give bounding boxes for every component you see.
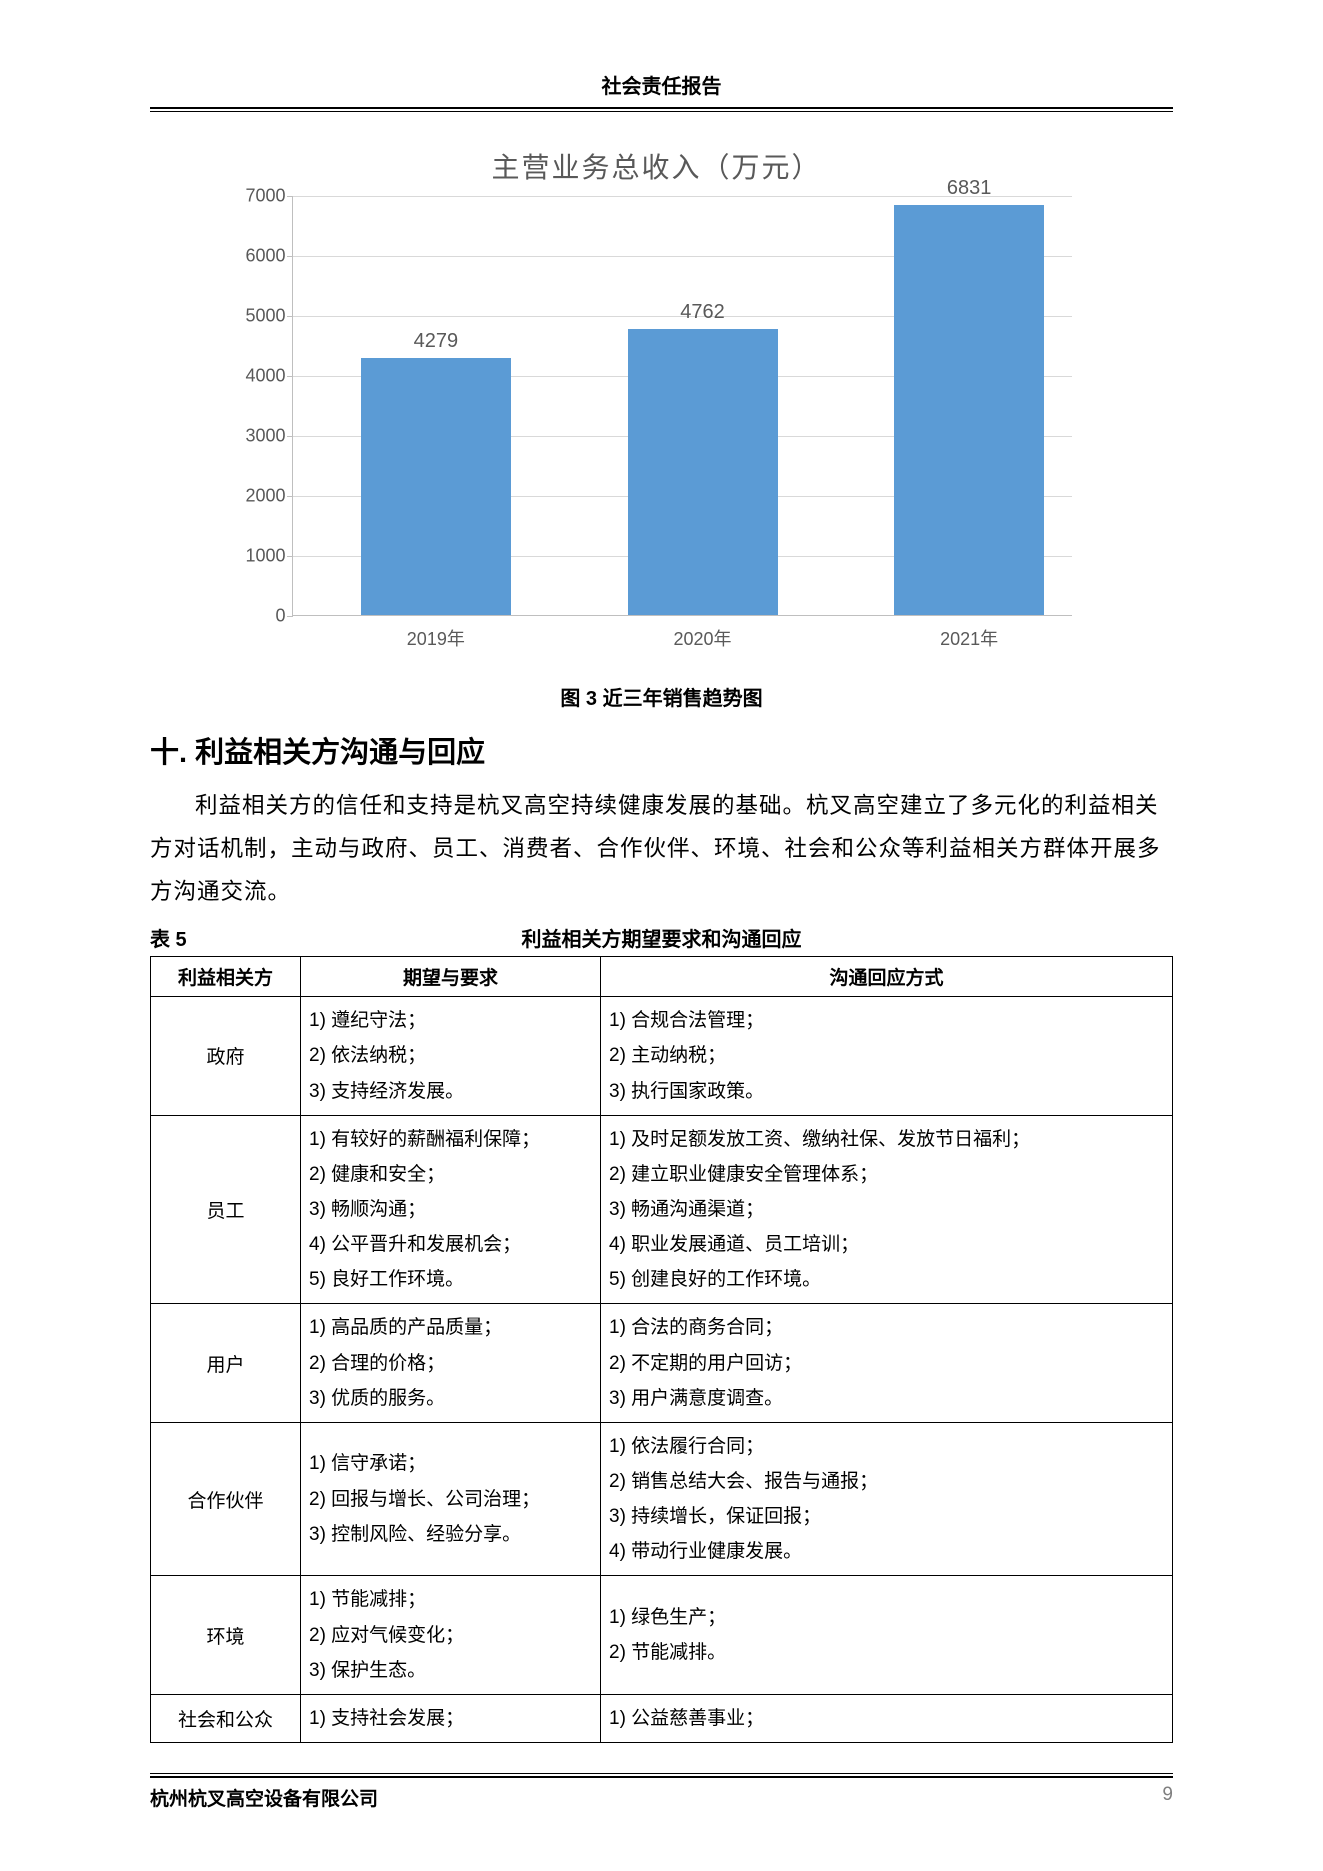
chart-bar-label: 4762 xyxy=(628,301,778,324)
figure-caption: 图 3 近三年销售趋势图 xyxy=(150,682,1173,711)
footer-company: 杭州杭叉高空设备有限公司 xyxy=(150,1784,378,1811)
table-cell-response: 1) 合法的商务合同；2) 不定期的用户回访；3) 用户满意度调查。 xyxy=(601,1304,1173,1422)
table-header-response: 沟通回应方式 xyxy=(601,957,1173,997)
table-cell-response: 1) 及时足额发放工资、缴纳社保、发放节日福利；2) 建立职业健康安全管理体系；… xyxy=(601,1115,1173,1304)
table-cell-party: 环境 xyxy=(151,1576,301,1694)
chart-xtick: 2020年 xyxy=(628,615,778,651)
chart-plot-area: 0100020003000400050006000700042792019年47… xyxy=(292,196,1072,616)
table-row: 环境1) 节能减排；2) 应对气候变化；3) 保护生态。1) 绿色生产；2) 节… xyxy=(151,1576,1173,1694)
chart-ytick: 4000 xyxy=(231,366,286,387)
table-cell-party: 政府 xyxy=(151,997,301,1115)
chart-xtick: 2021年 xyxy=(894,615,1044,651)
table-header-expect: 期望与要求 xyxy=(301,957,601,997)
table-cell-party: 用户 xyxy=(151,1304,301,1422)
table-row: 用户1) 高品质的产品质量；2) 合理的价格；3) 优质的服务。1) 合法的商务… xyxy=(151,1304,1173,1422)
table-cell-expect: 1) 支持社会发展； xyxy=(301,1694,601,1742)
table-cell-response: 1) 公益慈善事业； xyxy=(601,1694,1173,1742)
chart-ytick: 2000 xyxy=(231,486,286,507)
table-cell-party: 社会和公众 xyxy=(151,1694,301,1742)
chart-bar-label: 4279 xyxy=(361,330,511,353)
chart-ytick: 0 xyxy=(231,606,286,627)
table-cell-expect: 1) 节能减排；2) 应对气候变化；3) 保护生态。 xyxy=(301,1576,601,1694)
chart-ytick: 1000 xyxy=(231,546,286,567)
chart-bar-label: 6831 xyxy=(894,177,1044,200)
table-cell-party: 合作伙伴 xyxy=(151,1422,301,1576)
table-label: 表 5 xyxy=(150,923,240,952)
chart-bar: 6831 xyxy=(894,205,1044,615)
table-cell-expect: 1) 高品质的产品质量；2) 合理的价格；3) 优质的服务。 xyxy=(301,1304,601,1422)
table-row: 社会和公众1) 支持社会发展；1) 公益慈善事业； xyxy=(151,1694,1173,1742)
page-header-title: 社会责任报告 xyxy=(150,70,1173,109)
table-row: 政府1) 遵纪守法；2) 依法纳税；3) 支持经济发展。1) 合规合法管理；2)… xyxy=(151,997,1173,1115)
body-paragraph: 利益相关方的信任和支持是杭叉高空持续健康发展的基础。杭叉高空建立了多元化的利益相… xyxy=(150,785,1173,913)
table-cell-expect: 1) 遵纪守法；2) 依法纳税；3) 支持经济发展。 xyxy=(301,997,601,1115)
chart-xtick: 2019年 xyxy=(361,615,511,651)
header-divider xyxy=(150,111,1173,112)
table-cell-response: 1) 绿色生产；2) 节能减排。 xyxy=(601,1576,1173,1694)
chart-bar: 4762 xyxy=(628,329,778,615)
footer-page-number: 9 xyxy=(1162,1784,1173,1811)
table-title: 利益相关方期望要求和沟通回应 xyxy=(240,923,1173,952)
table-cell-response: 1) 合规合法管理；2) 主动纳税；3) 执行国家政策。 xyxy=(601,997,1173,1115)
table-row: 员工1) 有较好的薪酬福利保障；2) 健康和安全；3) 畅顺沟通；4) 公平晋升… xyxy=(151,1115,1173,1304)
chart-ytick: 7000 xyxy=(231,186,286,207)
table-cell-response: 1) 依法履行合同；2) 销售总结大会、报告与通报；3) 持续增长，保证回报；4… xyxy=(601,1422,1173,1576)
revenue-bar-chart: 主营业务总收入（万元） 0100020003000400050006000700… xyxy=(212,130,1112,670)
chart-bar: 4279 xyxy=(361,358,511,615)
table-cell-expect: 1) 有较好的薪酬福利保障；2) 健康和安全；3) 畅顺沟通；4) 公平晋升和发… xyxy=(301,1115,601,1304)
page-footer: 杭州杭叉高空设备有限公司 9 xyxy=(150,1773,1173,1811)
table-cell-expect: 1) 信守承诺；2) 回报与增长、公司治理；3) 控制风险、经验分享。 xyxy=(301,1422,601,1576)
table-row: 合作伙伴1) 信守承诺；2) 回报与增长、公司治理；3) 控制风险、经验分享。1… xyxy=(151,1422,1173,1576)
chart-ytick: 5000 xyxy=(231,306,286,327)
section-heading: 十. 利益相关方沟通与回应 xyxy=(150,729,1173,771)
chart-ytick: 6000 xyxy=(231,246,286,267)
table-cell-party: 员工 xyxy=(151,1115,301,1304)
stakeholder-table: 利益相关方 期望与要求 沟通回应方式 政府1) 遵纪守法；2) 依法纳税；3) … xyxy=(150,956,1173,1743)
table-header-party: 利益相关方 xyxy=(151,957,301,997)
chart-ytick: 3000 xyxy=(231,426,286,447)
